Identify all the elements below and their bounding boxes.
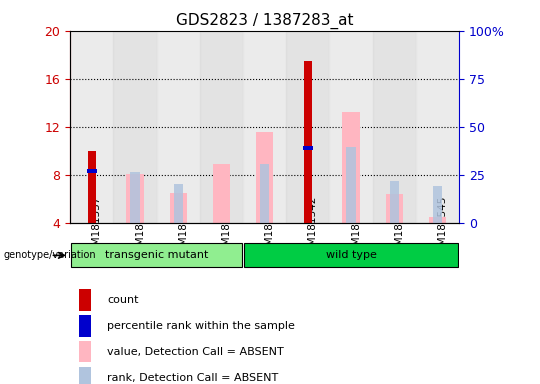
Bar xyxy=(286,31,329,223)
Bar xyxy=(416,31,459,223)
FancyBboxPatch shape xyxy=(244,243,458,268)
Bar xyxy=(346,147,356,223)
Bar xyxy=(70,31,113,223)
Bar xyxy=(173,184,183,223)
Text: rank, Detection Call = ABSENT: rank, Detection Call = ABSENT xyxy=(107,372,278,382)
Text: percentile rank within the sample: percentile rank within the sample xyxy=(107,321,295,331)
Bar xyxy=(304,61,312,223)
Text: wild type: wild type xyxy=(326,250,376,260)
Bar xyxy=(433,185,442,223)
Bar xyxy=(389,181,399,223)
Bar xyxy=(429,217,446,223)
Bar xyxy=(87,169,97,173)
Bar xyxy=(170,193,187,223)
Bar xyxy=(373,31,416,223)
Bar xyxy=(79,315,91,337)
Bar xyxy=(243,31,286,223)
Bar xyxy=(130,172,140,223)
Bar xyxy=(79,290,91,311)
Text: count: count xyxy=(107,295,138,305)
Bar xyxy=(303,146,313,151)
Bar xyxy=(200,31,243,223)
Bar xyxy=(256,131,273,223)
Bar xyxy=(386,194,403,223)
Bar xyxy=(79,341,91,362)
Text: transgenic mutant: transgenic mutant xyxy=(105,250,208,260)
Title: GDS2823 / 1387283_at: GDS2823 / 1387283_at xyxy=(176,13,353,29)
Bar xyxy=(329,31,373,223)
Bar xyxy=(88,151,96,223)
Bar xyxy=(157,31,200,223)
Text: value, Detection Call = ABSENT: value, Detection Call = ABSENT xyxy=(107,347,284,357)
Bar xyxy=(213,164,230,223)
Bar xyxy=(79,367,91,384)
Bar xyxy=(126,174,144,223)
FancyBboxPatch shape xyxy=(71,243,242,268)
Bar xyxy=(260,164,269,223)
Text: genotype/variation: genotype/variation xyxy=(4,250,96,260)
Bar xyxy=(342,113,360,223)
Bar xyxy=(113,31,157,223)
